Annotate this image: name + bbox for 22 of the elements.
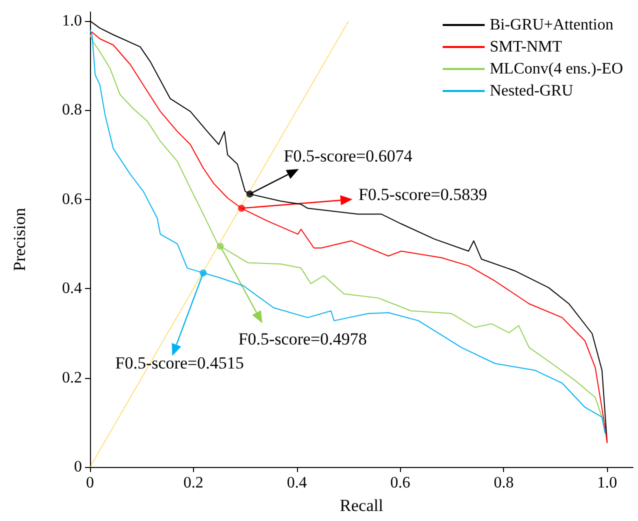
- x-tick-label: 0.8: [494, 474, 514, 492]
- legend-label: Nested-GRU: [490, 82, 574, 100]
- legend-label: MLConv(4 ens.)-EO: [490, 60, 623, 78]
- x-tick-label: 1.0: [597, 474, 618, 492]
- y-tick-label: 0.4: [62, 280, 82, 298]
- x-tick-label: 0.2: [183, 474, 204, 492]
- legend-label: SMT-NMT: [490, 38, 562, 56]
- y-axis-title: Precision: [10, 207, 29, 272]
- y-tick-label: 0.6: [62, 190, 82, 208]
- annotation: F0.5-score=0.4515: [115, 353, 244, 372]
- x-tick-label: 0.6: [390, 474, 410, 492]
- legend-label: Bi-GRU+Attention: [490, 16, 614, 34]
- y-tick-label: 0: [74, 458, 82, 476]
- annotation: F0.5-score=0.6074: [284, 146, 413, 166]
- annotation: F0.5-score=0.5839: [358, 184, 488, 204]
- y-tick-label: 0.2: [62, 369, 82, 386]
- y-tick-label: 0.8: [62, 102, 82, 119]
- x-tick-label: 0.4: [286, 474, 307, 492]
- annotation: F0.5-score=0.4978: [238, 330, 367, 349]
- x-axis-title: Recall: [340, 496, 384, 515]
- y-tick-label: 1.0: [62, 12, 82, 30]
- x-tick-label: 0: [86, 474, 94, 492]
